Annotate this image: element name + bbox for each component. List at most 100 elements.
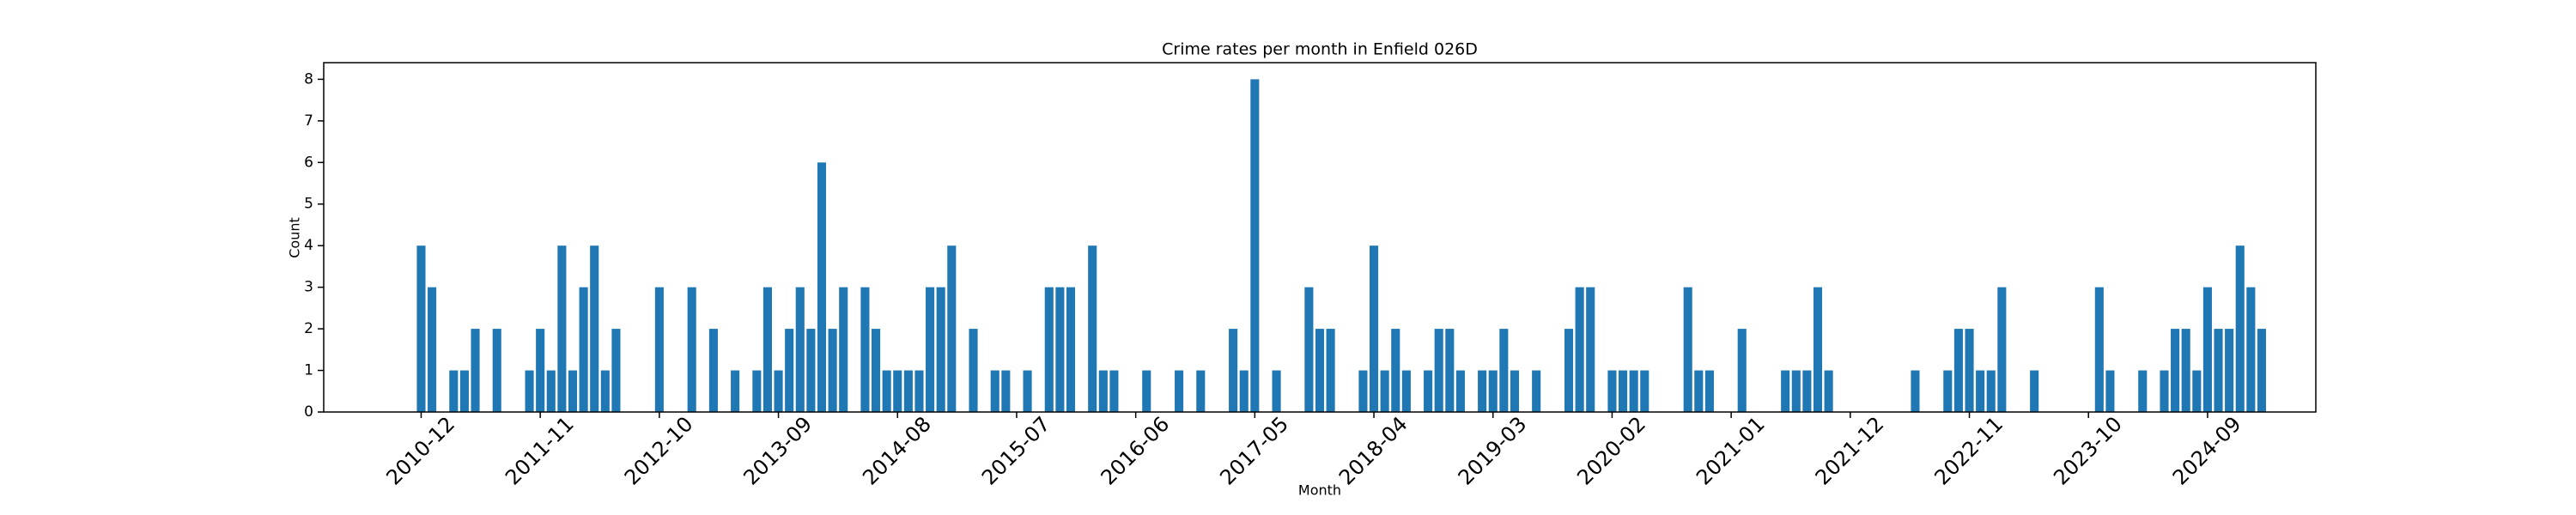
bar (1023, 370, 1032, 412)
bar (795, 287, 805, 412)
bar (1607, 370, 1617, 412)
bar (1044, 287, 1054, 412)
bar (708, 329, 718, 412)
bar (1791, 370, 1801, 412)
bar (1358, 370, 1368, 412)
bar (590, 245, 599, 412)
bar (1683, 287, 1692, 412)
bar (1315, 329, 1325, 412)
bar (1391, 329, 1400, 412)
bar (449, 370, 459, 412)
bar (1455, 370, 1465, 412)
bar (1532, 370, 1541, 412)
bar (817, 162, 827, 413)
bar (579, 287, 588, 412)
bar (839, 287, 848, 412)
bar (2225, 329, 2234, 412)
bar (557, 245, 567, 412)
bar (568, 370, 578, 412)
y-tick-label: 2 (304, 320, 313, 337)
x-tick-label: 2021-12 (1811, 412, 1889, 490)
bar (1510, 370, 1519, 412)
bar (806, 329, 816, 412)
bar (416, 245, 426, 412)
x-tick-label: 2011-11 (501, 412, 579, 490)
x-tick-label: 2010-12 (381, 412, 459, 490)
bar (762, 287, 772, 412)
bar (1098, 370, 1108, 412)
bar (600, 370, 610, 412)
bar (1488, 370, 1498, 412)
bar (2192, 370, 2202, 412)
y-tick-label: 5 (304, 196, 313, 213)
x-tick-label: 2018-04 (1334, 412, 1413, 490)
y-tick-label: 4 (304, 237, 313, 254)
bar (1370, 245, 1379, 412)
bar (872, 329, 881, 412)
bar (1401, 370, 1411, 412)
bar (1640, 370, 1649, 412)
bar (2202, 287, 2212, 412)
y-tick-label: 0 (304, 403, 313, 421)
bar (2030, 370, 2039, 412)
bar (2181, 329, 2190, 412)
bar (1272, 370, 1281, 412)
x-tick-label: 2014-08 (858, 412, 936, 490)
plot-frame (323, 62, 2317, 413)
bar (1813, 287, 1823, 412)
bar (536, 329, 545, 412)
x-tick-label: 2015-07 (977, 412, 1055, 490)
bar (428, 287, 437, 412)
bar (2257, 329, 2266, 412)
bar (1499, 329, 1509, 412)
bar (947, 245, 957, 412)
bar (1986, 370, 1996, 412)
bar (2171, 329, 2180, 412)
x-tick-label: 2022-11 (1929, 412, 2008, 490)
bar (1575, 287, 1584, 412)
bar (1229, 329, 1238, 412)
bar (1239, 370, 1249, 412)
bar (2214, 329, 2223, 412)
bar (1629, 370, 1638, 412)
bar (1694, 370, 1704, 412)
bar (525, 370, 534, 412)
bar (2105, 370, 2115, 412)
bar (860, 287, 870, 412)
x-tick-label: 2013-09 (739, 412, 817, 490)
bar (1781, 370, 1790, 412)
x-tick-label: 2012-10 (620, 412, 698, 490)
bar (1997, 287, 2007, 412)
bar (2246, 287, 2256, 412)
bar (1175, 370, 1184, 412)
bar (1737, 329, 1747, 412)
bar (1326, 329, 1335, 412)
bar (828, 329, 837, 412)
bar (990, 370, 999, 412)
bar (2160, 370, 2169, 412)
bar (1434, 329, 1443, 412)
y-tick-label: 3 (304, 279, 313, 296)
chart-title: Crime rates per month in Enfield 026D (1162, 40, 1478, 59)
bar (1055, 287, 1065, 412)
y-tick-label: 7 (304, 112, 313, 130)
y-axis-label: Count (287, 217, 303, 258)
bar (1564, 329, 1574, 412)
bar (1109, 370, 1119, 412)
x-tick-label: 2021-01 (1692, 412, 1770, 490)
bar (1976, 370, 1985, 412)
x-tick-label: 2019-03 (1454, 412, 1532, 490)
bar (1802, 370, 1812, 412)
bar (774, 370, 783, 412)
x-tick-label: 2024-09 (2168, 412, 2246, 490)
x-axis-label: Month (1298, 482, 1341, 499)
bar (2235, 245, 2245, 412)
x-tick-label: 2016-06 (1097, 412, 1175, 490)
bar (893, 370, 902, 412)
bar (1304, 287, 1314, 412)
bar (1586, 287, 1595, 412)
bar (785, 329, 794, 412)
x-tick-label: 2020-02 (1572, 412, 1650, 490)
